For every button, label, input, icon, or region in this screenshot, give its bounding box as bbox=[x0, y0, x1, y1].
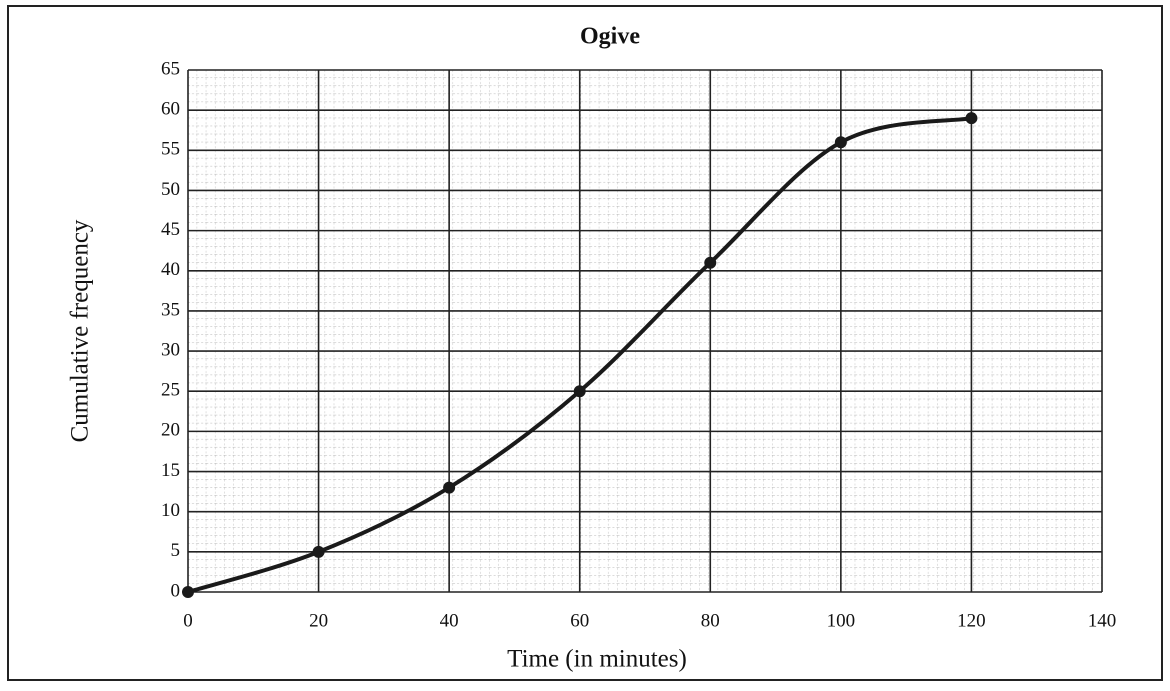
y-tick-label: 25 bbox=[161, 380, 180, 401]
y-tick-label: 15 bbox=[161, 460, 180, 481]
y-tick-label: 45 bbox=[161, 219, 180, 240]
y-tick-label: 30 bbox=[161, 339, 180, 360]
y-tick-label: 50 bbox=[161, 179, 180, 200]
x-tick-label: 100 bbox=[827, 610, 856, 631]
x-tick-label: 40 bbox=[440, 610, 459, 631]
x-axis-label: Time (in minutes) bbox=[507, 646, 687, 673]
x-tick-label: 120 bbox=[957, 610, 986, 631]
point bbox=[965, 112, 978, 125]
y-tick-label: 20 bbox=[161, 420, 180, 441]
point bbox=[182, 586, 194, 598]
point bbox=[704, 256, 717, 269]
y-tick-label: 60 bbox=[161, 99, 180, 120]
y-tick-label: 5 bbox=[171, 540, 181, 561]
point bbox=[834, 136, 847, 149]
y-tick-label: 65 bbox=[161, 58, 180, 79]
point bbox=[443, 481, 456, 494]
x-tick-label: 0 bbox=[183, 610, 193, 631]
x-tick-label: 140 bbox=[1088, 610, 1117, 631]
point bbox=[312, 545, 325, 558]
x-tick-label: 20 bbox=[309, 610, 328, 631]
y-tick-label: 35 bbox=[161, 299, 180, 320]
y-tick-label: 0 bbox=[171, 580, 181, 601]
y-tick-label: 40 bbox=[161, 259, 180, 280]
y-axis-label: Cumulative frequency bbox=[67, 219, 94, 442]
y-tick-label: 10 bbox=[161, 500, 180, 521]
x-tick-label: 60 bbox=[570, 610, 589, 631]
y-tick-label: 55 bbox=[161, 139, 180, 160]
chart-title: Ogive bbox=[580, 24, 640, 50]
x-tick-label: 80 bbox=[701, 610, 720, 631]
point bbox=[573, 385, 586, 398]
